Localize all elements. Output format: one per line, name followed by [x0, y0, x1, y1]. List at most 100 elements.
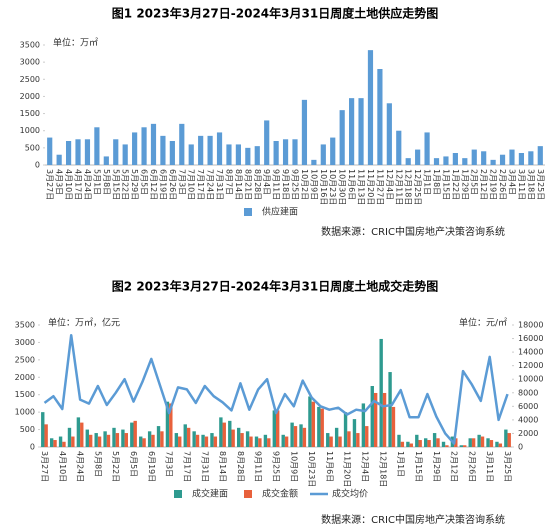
bar — [463, 445, 467, 447]
x-tick-label: 3月11日 — [485, 451, 494, 482]
legend-swatch — [174, 490, 182, 498]
bar — [282, 139, 289, 165]
x-tick-label: 5月8日 — [93, 451, 102, 477]
bar — [174, 433, 179, 447]
x-tick-label: 12月4日 — [385, 169, 394, 200]
x-tick-label: 6月26日 — [168, 169, 177, 200]
x-tick-label: 4月17日 — [74, 169, 83, 200]
y-axis-label: 单位：万㎡ — [53, 37, 98, 49]
bar — [165, 401, 170, 447]
bar — [284, 436, 289, 447]
x-tick-label: 3月4日 — [507, 169, 516, 195]
x-tick-label: 7月24日 — [206, 169, 215, 200]
bar — [498, 443, 503, 447]
bar — [452, 153, 458, 165]
x-tick-label: 11月20日 — [343, 451, 352, 487]
x-tick-label: 12月25日 — [413, 169, 422, 205]
bar — [121, 429, 125, 447]
x-tick-label: 2月19日 — [489, 169, 498, 200]
y-tick-label: 2500 — [15, 355, 35, 364]
bar — [299, 424, 303, 447]
x-tick-label: 7月31日 — [200, 451, 209, 482]
bar — [198, 135, 204, 165]
bar — [386, 103, 392, 165]
bar — [263, 434, 268, 447]
bar — [454, 438, 458, 447]
y2-tick-label: 16000 — [518, 334, 543, 343]
bar — [334, 427, 339, 447]
y2-tick-label: 10000 — [518, 375, 543, 384]
bar — [53, 440, 57, 447]
x-tick-label: 10月16日 — [319, 169, 328, 205]
bar — [192, 431, 196, 447]
bar — [292, 139, 298, 165]
y-tick-label: 3000 — [20, 58, 40, 67]
y-tick-label: 0 — [35, 161, 40, 170]
bar — [424, 438, 428, 447]
x-tick-label: 1月8日 — [432, 169, 441, 195]
bar — [186, 427, 191, 447]
bar — [76, 417, 81, 447]
legend-label: 成交金额 — [262, 488, 298, 500]
y-tick-label: 1000 — [15, 408, 35, 417]
bar — [409, 443, 413, 447]
bar — [169, 141, 175, 165]
x-tick-label: 11月20日 — [366, 169, 375, 205]
bar — [201, 434, 205, 447]
source-note: 数据来源：CRIC中国房地产决策咨询系统 — [321, 513, 505, 526]
bar — [537, 146, 543, 165]
bar — [245, 147, 251, 165]
bar — [480, 436, 485, 447]
x-tick-label: 6月19日 — [158, 169, 167, 200]
x-tick-label: 8月14日 — [234, 169, 243, 200]
bar — [361, 403, 366, 447]
bar — [471, 149, 477, 165]
y-tick-label: 2000 — [20, 92, 40, 101]
bar — [84, 139, 91, 165]
bar — [396, 130, 402, 165]
bar — [356, 433, 360, 447]
bar — [468, 438, 472, 447]
bar — [382, 392, 387, 447]
bar — [415, 149, 421, 165]
bar — [49, 438, 54, 447]
bar — [264, 120, 270, 165]
y-axis-label: 单位：万㎡，亿元 — [48, 317, 120, 329]
bar — [509, 149, 515, 165]
x-tick-label: 10月9日 — [309, 169, 318, 200]
bar — [106, 434, 111, 447]
x-tick-label: 7月10日 — [187, 169, 196, 200]
bar — [339, 110, 345, 165]
bar — [373, 392, 378, 447]
bar — [245, 431, 250, 447]
bar — [415, 434, 419, 447]
bar — [349, 98, 355, 165]
legend-swatch — [244, 208, 252, 216]
x-tick-label: 7月17日 — [196, 169, 205, 200]
x-tick-label: 5月22日 — [111, 451, 120, 482]
bar — [226, 144, 232, 165]
bar — [228, 420, 232, 447]
x-tick-label: 2月26日 — [467, 451, 476, 482]
bar — [528, 151, 534, 165]
bar — [388, 372, 392, 447]
bar — [490, 159, 496, 165]
x-tick-label: 10月30日 — [338, 169, 347, 205]
bar — [433, 158, 440, 165]
chart-title: 图1 2023年3月27日-2024年3月31日周度土地供应走势图 — [112, 6, 438, 21]
x-tick-label: 9月25日 — [291, 169, 300, 200]
bar — [195, 434, 200, 447]
bar — [204, 436, 209, 447]
bar — [156, 426, 161, 447]
x-tick-label: 12月18日 — [378, 451, 387, 487]
y-tick-label: 500 — [25, 143, 40, 152]
bar — [489, 440, 494, 447]
chart-title: 图2 2023年3月27日-2024年3月31日周度土地成交走势图 — [112, 279, 438, 294]
x-tick-label: 4月10日 — [58, 451, 67, 482]
x-tick-label: 2月5日 — [470, 169, 479, 195]
bar — [147, 431, 152, 447]
bar — [436, 438, 440, 447]
bar — [424, 132, 430, 165]
bar — [75, 139, 81, 165]
bar — [329, 436, 333, 447]
